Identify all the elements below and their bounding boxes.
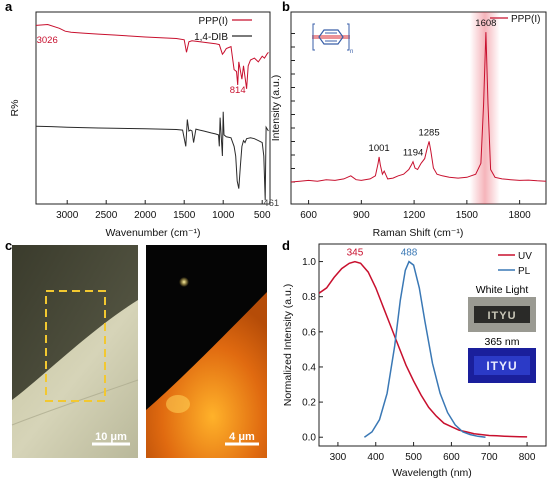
panel-d: d 300 400 500 600 700 800 0.00.20.40.60.81.0 … [282,238,547,479]
series-line-pl [363,260,486,438]
fluorescent-crystal [146,292,267,458]
x-tick-label: 1800 [508,210,531,221]
x-tick-label: 500 [405,452,422,463]
panel-b-y-axis-label: Intensity (a.u.) [270,75,282,142]
y-tick-label: 1.0 [302,257,316,268]
series-line-ppp-raman [291,32,546,183]
ppp-structure-inset: n [312,23,353,55]
panel-b-x-axis-label: Raman Shift (cm⁻¹) [373,227,464,239]
x-tick-label: 1500 [456,210,479,221]
x-tick-label: 2500 [95,210,118,221]
legend-label-ppp-raman: PPP(I) [511,14,540,25]
fluorescence-image: 4 μm [146,245,267,458]
x-tick-label: 1500 [173,210,196,221]
x-tick-label: 600 [443,452,460,463]
panel-b-annotations: 1001 1194 1285 1608 [369,18,497,158]
panel-a-x-axis-label: Wavenumber (cm⁻¹) [106,227,201,239]
device-film [474,306,530,323]
bracket-left [312,23,315,51]
panel-b-legend: PPP(I) [490,14,540,25]
panel-d-annotations: 345 488 [347,248,418,259]
raman-peak-highlight [469,12,500,204]
panel-d-x-axis: 300 400 500 600 700 800 [330,442,536,463]
panel-a-annotations: 3026 814 461 [37,35,280,209]
selection-box [45,290,106,402]
panel-c: c 10 μm 4 μm [5,238,267,458]
panel-a-x-axis: 3000 2500 2000 1500 1000 500 [56,200,271,221]
panel-letter-b: b [282,0,290,14]
panel-b-x-axis: 600 900 1200 1500 1800 [300,200,531,221]
legend-label-ppp: PPP(I) [199,16,228,27]
panel-b-y-axis [291,33,295,183]
legend-label-uv: UV [518,251,532,262]
x-tick-label: 500 [254,210,271,221]
panel-d-y-axis-label: Normalized Intensity (a.u.) [282,284,294,407]
peak-annotation: 345 [347,248,364,259]
x-tick-label: 600 [300,210,317,221]
panel-b-highlight [469,12,500,204]
bright-spot [166,395,190,413]
scalebar-fluorescence-label: 4 μm [229,431,255,443]
panel-a-legend: PPP(I) 1,4-DIB [194,16,252,43]
white-light-label: White Light [476,284,529,296]
peak-annotation: 461 [263,198,279,209]
x-tick-label: 2000 [134,210,157,221]
x-tick-label: 3000 [56,210,79,221]
x-tick-label: 800 [519,452,536,463]
series-line-uv [319,260,528,438]
x-tick-label: 700 [481,452,498,463]
series-line-dib [36,111,269,201]
uv-label: 365 nm [484,336,519,348]
bracket-right [347,23,350,51]
x-tick-label: 900 [353,210,370,221]
panel-b: b 600 900 1200 1500 1800 Raman Shift (cm⁻¹) … [270,0,547,239]
fluorescent-particle [179,277,189,287]
panel-d-plot-area [319,260,528,438]
peak-annotation: 1608 [475,18,496,29]
panel-a-frame [35,11,271,205]
panel-d-legend: UV PL [498,251,532,277]
x-tick-label: 300 [330,452,347,463]
peak-annotation: 1194 [403,148,423,159]
legend-label-dib: 1,4-DIB [194,32,228,43]
peak-annotation: 488 [401,248,418,259]
panel-b-frame [290,11,547,205]
panel-a-plot-area [36,23,269,201]
y-tick-label: 0.0 [302,433,316,444]
x-tick-label: 400 [367,452,384,463]
panel-b-plot-area [291,32,546,183]
device-photo-insets: White Light ITYU 365 nm ITYU [468,284,536,383]
peak-annotation: 814 [230,85,246,96]
crystal-edge [11,379,139,426]
x-tick-label: 1200 [403,210,426,221]
panel-a: a 3000 2500 2000 1500 1000 500 Wavenumber (cm… [5,0,279,239]
repeat-subscript: n [350,49,353,55]
peak-annotation: 1001 [369,143,390,154]
panel-a-y-axis-label: R% [9,100,21,117]
panel-d-x-axis-label: Wavelength (nm) [392,467,472,479]
panel-d-y-axis: 0.0 0.2 0.4 0.6 0.8 1.0 [302,257,323,444]
y-tick-label: 0.4 [302,362,316,373]
panel-d-frame [318,243,547,447]
series-line-ppp [36,23,269,89]
uv-device-film [474,356,530,375]
peak-annotation: 1285 [418,127,439,138]
uv-device-logo: ITYU [486,359,517,373]
x-tick-label: 1000 [212,210,235,221]
y-tick-label: 0.8 [302,292,316,303]
panel-letter-a: a [5,0,13,14]
y-tick-label: 0.6 [302,327,316,338]
crystal-region [12,300,138,458]
peak-annotation: 3026 [37,35,58,46]
optical-micrograph: 10 μm [11,245,139,458]
legend-label-pl: PL [518,266,531,277]
device-logo: ITYU [487,310,516,322]
scalebar-optical-label: 10 μm [95,431,127,443]
panel-letter-c: c [5,238,12,253]
benzene-ring-icon [318,29,344,45]
panel-letter-d: d [282,238,290,253]
y-tick-label: 0.2 [302,398,316,409]
